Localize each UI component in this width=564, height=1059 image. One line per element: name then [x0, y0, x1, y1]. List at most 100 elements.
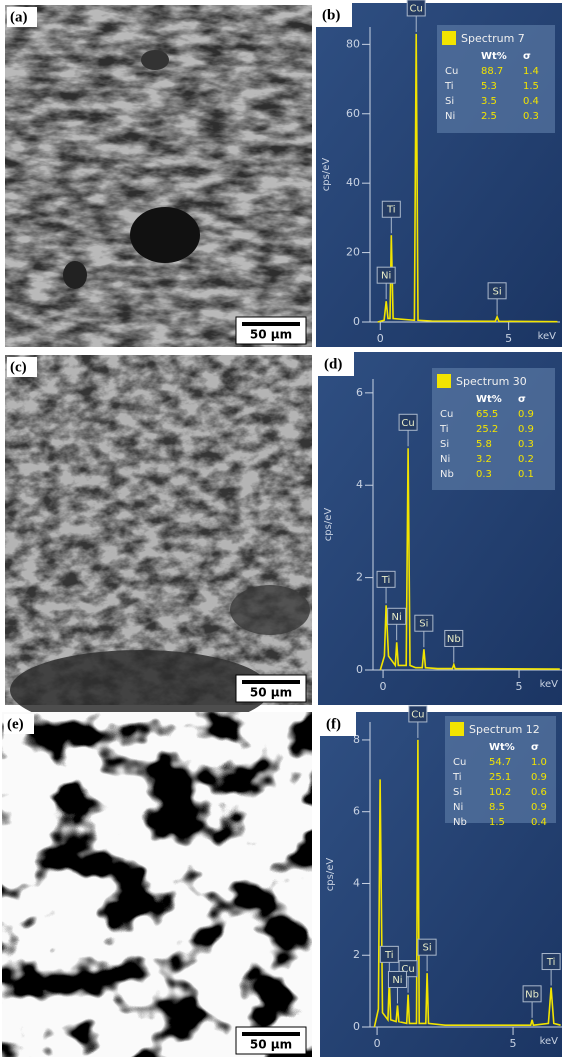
peak-label-text: Ni — [392, 975, 402, 986]
table-cell: Si — [440, 439, 449, 450]
table-cell: 0.6 — [531, 787, 547, 798]
table-cell: 2.5 — [481, 111, 497, 122]
table-header: σ — [523, 51, 531, 62]
x-tick-label: 0 — [377, 332, 384, 345]
table-cell: 3.2 — [476, 454, 492, 465]
scale-bar-label: 50 µm — [250, 1038, 292, 1052]
table-cell: Nb — [453, 817, 467, 828]
table-cell: Cu — [440, 409, 453, 420]
peak-label-text: Cu — [401, 418, 414, 429]
panel-label: (e) — [7, 716, 24, 732]
y-tick-label: 80 — [346, 37, 360, 50]
table-cell: 8.5 — [489, 802, 505, 813]
table-cell: Nb — [440, 469, 454, 480]
table-cell: 54.7 — [489, 757, 511, 768]
y-tick-label: 6 — [353, 805, 360, 818]
y-tick-label: 4 — [353, 876, 360, 889]
sem-image-a — [5, 5, 312, 347]
table-cell: Si — [453, 787, 462, 798]
table-cell: 65.5 — [476, 409, 498, 420]
x-axis-label: keV — [538, 331, 557, 342]
y-tick-label: 20 — [346, 246, 360, 259]
y-tick-label: 40 — [346, 176, 360, 189]
table-cell: 0.4 — [531, 817, 547, 828]
x-axis-label: keV — [540, 1036, 559, 1047]
legend-swatch — [442, 31, 456, 45]
peak-label-text: Ti — [384, 950, 394, 961]
sem-image-c — [5, 355, 312, 730]
table-cell: 88.7 — [481, 66, 503, 77]
table-cell: 0.4 — [523, 96, 539, 107]
table-cell: 0.3 — [476, 469, 492, 480]
table-cell: 0.3 — [523, 111, 539, 122]
peak-label-text: Nb — [447, 634, 461, 645]
table-cell: 0.9 — [531, 802, 547, 813]
table-cell: 1.5 — [523, 81, 539, 92]
table-header: σ — [531, 742, 539, 753]
table-cell: 0.9 — [518, 424, 534, 435]
table-cell: Ni — [445, 111, 455, 122]
y-tick-label: 0 — [356, 663, 363, 676]
y-axis-label: cps/eV — [325, 858, 336, 892]
y-tick-label: 6 — [356, 386, 363, 399]
table-cell: 0.9 — [531, 772, 547, 783]
table-header: Wt% — [476, 394, 502, 405]
scale-bar-label: 50 µm — [250, 686, 292, 700]
table-cell: 1.5 — [489, 817, 505, 828]
table-cell: Ti — [444, 81, 454, 92]
table-cell: 0.9 — [518, 409, 534, 420]
peak-label-text: Nb — [525, 989, 539, 1000]
y-tick-label: 2 — [356, 571, 363, 584]
y-tick-label: 0 — [353, 1020, 360, 1033]
legend-label: Spectrum 7 — [461, 32, 525, 45]
scale-bar-label: 50 µm — [250, 328, 292, 342]
peak-label-text: Cu — [410, 3, 423, 14]
table-cell: Ti — [452, 772, 462, 783]
table-cell: 10.2 — [489, 787, 511, 798]
panel-label: (b) — [322, 7, 340, 23]
peak-label-text: Ti — [546, 957, 556, 968]
table-cell: 1.4 — [523, 66, 539, 77]
table-cell: 1.0 — [531, 757, 547, 768]
y-tick-label: 60 — [346, 107, 360, 120]
peak-label-text: Ni — [381, 271, 391, 282]
panel-label: (c) — [10, 359, 27, 375]
table-cell: 0.2 — [518, 454, 534, 465]
panel-label: (a) — [10, 9, 28, 25]
table-cell: Cu — [445, 66, 458, 77]
peak-label-text: Ti — [386, 205, 396, 216]
peak-label-text: Cu — [411, 709, 424, 720]
panel-label: (d) — [324, 356, 342, 372]
y-tick-label: 0 — [353, 315, 360, 328]
table-cell: Ni — [453, 802, 463, 813]
x-tick-label: 0 — [374, 1037, 381, 1050]
table-header: Wt% — [481, 51, 507, 62]
y-axis-label: cps/eV — [323, 508, 334, 542]
table-cell: 25.2 — [476, 424, 498, 435]
table-cell: Si — [445, 96, 454, 107]
scale-bar — [242, 680, 300, 684]
panel-label: (f) — [326, 716, 341, 732]
table-cell: 3.5 — [481, 96, 497, 107]
peak-label-text: Ti — [381, 575, 391, 586]
peak-label-text: Ni — [392, 612, 402, 623]
scale-bar — [242, 1032, 300, 1036]
eds-spectrum-chart: 0246805cps/eVkeVCuTiCuSiNiNbTiSpectrum 1… — [320, 706, 562, 1057]
legend-swatch — [450, 722, 464, 736]
table-cell: 5.8 — [476, 439, 492, 450]
peak-label-text: Si — [419, 619, 428, 630]
x-tick-label: 0 — [380, 680, 387, 693]
y-tick-label: 4 — [356, 478, 363, 491]
table-cell: 5.3 — [481, 81, 497, 92]
table-cell: Ni — [440, 454, 450, 465]
legend-label: Spectrum 12 — [469, 723, 540, 736]
x-axis-label: keV — [540, 679, 559, 690]
table-cell: 25.1 — [489, 772, 511, 783]
x-tick-label: 5 — [505, 332, 512, 345]
table-header: Wt% — [489, 742, 515, 753]
table-header: σ — [518, 394, 526, 405]
sem-image-e — [2, 712, 312, 1057]
y-tick-label: 2 — [353, 948, 360, 961]
